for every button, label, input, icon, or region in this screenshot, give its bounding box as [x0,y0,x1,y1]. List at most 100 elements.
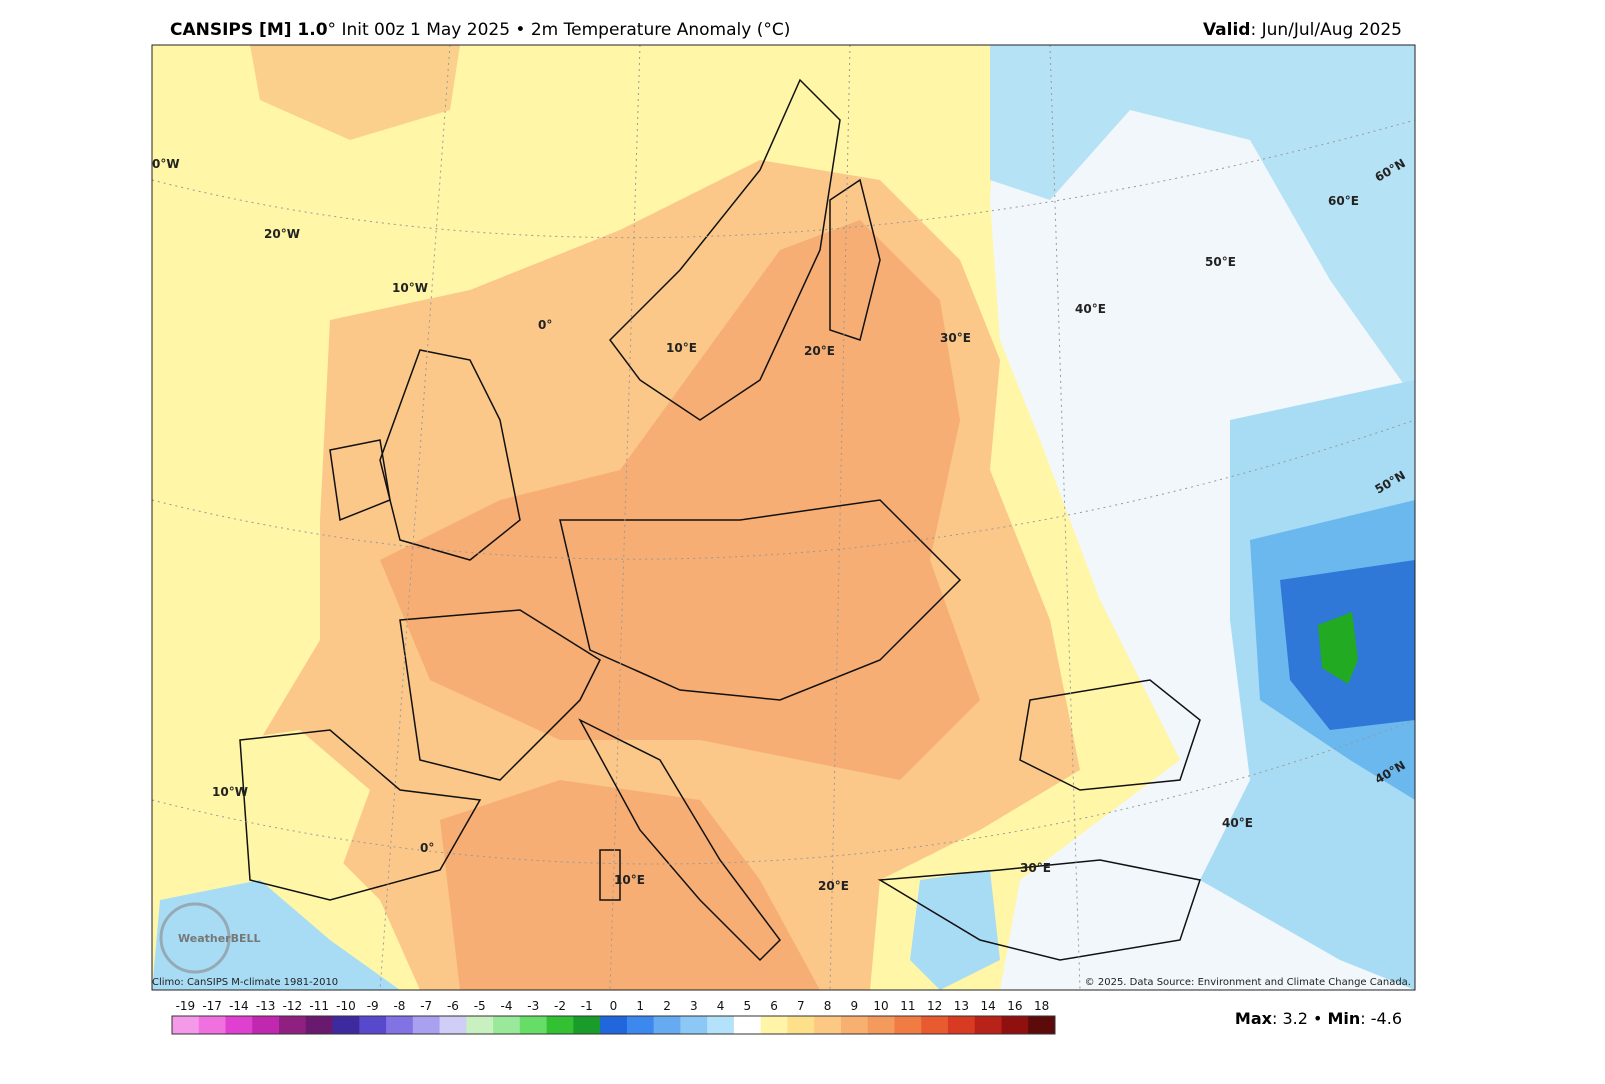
colorbar-label: -5 [474,999,486,1013]
min-rest: : -4.6 [1360,1009,1402,1028]
grid-label: 10°W [212,785,248,799]
map: 0°W 20°W 10°W 0° 10°E 20°E 30°E 40°E 50°… [152,45,1415,990]
map-frame [151,44,1416,991]
grid-label: 10°W [392,281,428,295]
colorbar-label: 11 [900,999,915,1013]
colorbar-label: 2 [663,999,671,1013]
colorbar-label: 9 [850,999,858,1013]
grid-label: 10°E [614,873,645,887]
colorbar-label: 16 [1007,999,1022,1013]
colorbar-cell [439,1016,467,1034]
colorbar-label: -8 [393,999,405,1013]
colorbar-label: -3 [527,999,539,1013]
warm-core [440,780,820,990]
colorbar-label: -17 [202,999,222,1013]
colorbar-label: 5 [743,999,751,1013]
colorbar-cell [867,1016,895,1034]
source-note: © 2025. Data Source: Environment and Cli… [1085,977,1411,988]
grid-label: 30°E [1020,861,1051,875]
colorbar-cell [974,1016,1002,1034]
colorbar-cell [1028,1016,1056,1034]
colorbar-cell [386,1016,414,1034]
colorbar-cell [519,1016,548,1034]
colorbar-cell [814,1016,842,1034]
colorbar-cell [921,1016,949,1034]
grid-label: 20°E [818,879,849,893]
colorbar-cell [198,1016,227,1034]
colorbar-cell [840,1016,869,1034]
colorbar-cell [546,1016,574,1034]
grid-label: 0° [420,841,434,855]
grid-label: 30°E [940,331,971,345]
warm-region [250,45,460,140]
max-min: Max: 3.2 • Min: -4.6 [1235,1009,1402,1028]
colorbar-label: -11 [309,999,329,1013]
colorbar-label: -2 [554,999,566,1013]
colorbar-cell [1001,1016,1029,1034]
colorbar-label: -13 [256,999,276,1013]
grid-label: 20°E [804,344,835,358]
colorbar-label: 6 [770,999,778,1013]
colorbar-label: 7 [797,999,805,1013]
colorbar-cell [493,1016,521,1034]
colorbar-cell [653,1016,681,1034]
colorbar-label: -9 [367,999,379,1013]
colorbar-cell [466,1016,494,1034]
colorbar-label: 1 [636,999,644,1013]
grid-label: 10°E [666,341,697,355]
colorbar-cell [600,1016,628,1034]
colorbar-cell [573,1016,601,1034]
grid-label: 60°E [1328,194,1359,208]
colorbar-cell [359,1016,387,1034]
climo-note: Climo: CanSIPS M-climate 1981-2010 [152,977,338,988]
grid-label: 20°W [264,227,300,241]
colorbar-cell [172,1016,200,1034]
colorbar-cell [894,1016,922,1034]
colorbar-label: 14 [980,999,995,1013]
title: CANSIPS [M] 1.0° Init 00z 1 May 2025 • 2… [170,20,790,40]
colorbar-label: 18 [1034,999,1049,1013]
grid-label: 50°E [1205,255,1236,269]
colorbar-cell [707,1016,735,1034]
colorbar-label: 0 [610,999,618,1013]
valid-bold: Valid [1203,20,1251,40]
colorbar-label: -14 [229,999,249,1013]
colorbar-cell [760,1016,788,1034]
colorbar-label: 10 [873,999,888,1013]
grid-label: 40°E [1075,302,1106,316]
colorbar-label: -10 [336,999,356,1013]
grid-label: 0°W [152,157,180,171]
colorbar-cell [626,1016,655,1034]
colorbar-label: -12 [283,999,303,1013]
colorbar-label: 4 [717,999,725,1013]
max-bold: Max [1235,1009,1273,1028]
cool-region [152,880,400,990]
title-rest: ° Init 00z 1 May 2025 • 2m Temperature A… [328,20,791,40]
colorbar: -19 -17 -14 -13 -12 -11 -10 -9 -8 -7 -6 -5 -4 -3 -2 -1 0… [171,999,1056,1035]
valid-rest: : Jun/Jul/Aug 2025 [1250,20,1402,40]
colorbar-label: 12 [927,999,942,1013]
warm-core [380,220,980,780]
colorbar-label: -4 [500,999,512,1013]
cold-extreme [1318,612,1358,684]
colorbar-frame [171,1015,1056,1035]
colorbar-cell [225,1016,253,1034]
colorbar-cell [947,1016,976,1034]
max-rest: : 3.2 • [1272,1009,1328,1028]
grid-label: 0° [538,318,552,332]
colorbar-label: -7 [420,999,432,1013]
colorbar-label: -6 [447,999,459,1013]
cool-region [990,45,1415,400]
colorbar-cell [412,1016,441,1034]
colorbar-cell [332,1016,360,1034]
colorbar-label: 3 [690,999,698,1013]
title-bold: CANSIPS [M] 1.0 [170,20,328,40]
colorbar-cell [279,1016,307,1034]
colorbar-label: 8 [824,999,832,1013]
logo-swirl [159,902,231,974]
colorbar-cell [305,1016,334,1034]
cool-region [910,870,1000,990]
colorbar-label: -1 [581,999,593,1013]
